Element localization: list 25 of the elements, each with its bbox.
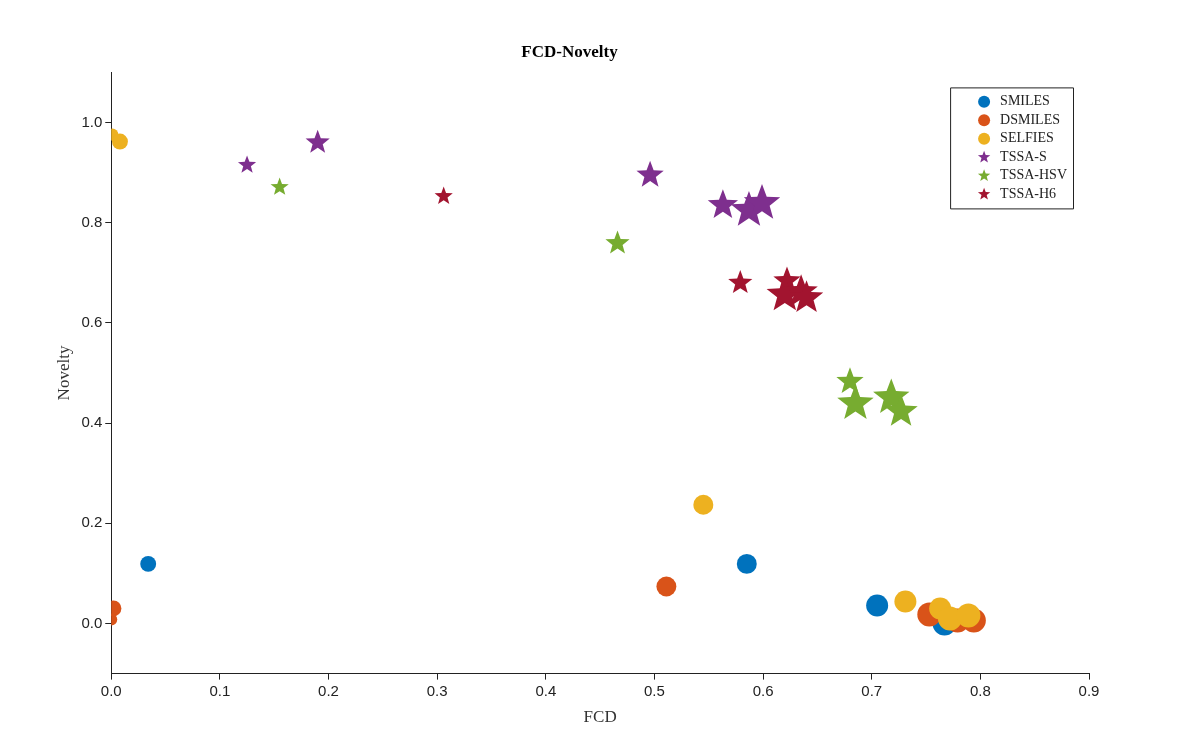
legend-label: TSSA-HSV: [1000, 167, 1067, 183]
y-tick-label: 1.0: [81, 112, 103, 130]
x-tick-label: 0.6: [752, 681, 774, 699]
y-tick-label: 0.0: [81, 613, 103, 631]
x-tick-label: 0.9: [1078, 681, 1100, 699]
chart-title: FCD-Novelty: [521, 41, 619, 61]
x-axis-title: FCD: [583, 707, 617, 727]
y-axis-title: Novelty: [53, 345, 73, 401]
x-tick-label: 0.3: [426, 681, 448, 699]
legend-label: TSSA-S: [1000, 148, 1047, 164]
y-tick-label: 0.4: [81, 413, 103, 431]
legend-label: TSSA-H6: [1000, 185, 1057, 201]
x-tick-label: 0.8: [969, 681, 991, 699]
y-tick-label: 0.6: [81, 313, 103, 331]
x-tick-label: 0.7: [861, 681, 883, 699]
x-tick-label: 0.0: [100, 681, 122, 699]
x-tick-label: 0.1: [209, 681, 231, 699]
y-tick-label: 0.8: [81, 212, 103, 230]
x-tick-label: 0.5: [644, 681, 665, 699]
legend-label: SELFIES: [1000, 130, 1054, 146]
x-tick-label: 0.4: [535, 681, 557, 699]
legend-label: DSMILES: [1000, 111, 1060, 127]
y-tick-label: 0.2: [81, 513, 103, 531]
x-tick-label: 0.2: [318, 681, 339, 699]
legend-label: SMILES: [1000, 93, 1050, 109]
